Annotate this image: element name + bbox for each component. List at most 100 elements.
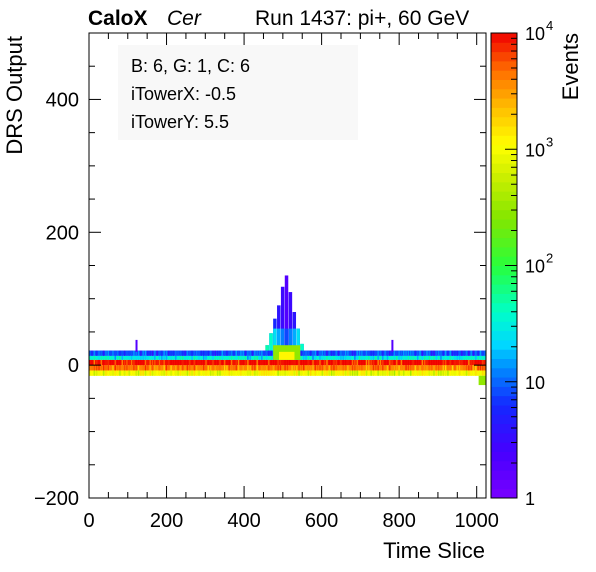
heatmap-cell (98, 359, 100, 366)
heatmap-cell (158, 365, 161, 371)
heatmap-cell (419, 359, 421, 366)
heatmap-cell (410, 365, 412, 371)
heatmap-cell (398, 355, 400, 360)
heatmap-cell (407, 355, 410, 360)
heatmap-cell (93, 359, 96, 366)
colorbar-step (491, 200, 517, 211)
heatmap-cell (307, 359, 310, 366)
heatmap-cell (484, 355, 486, 360)
heatmap-cell (261, 355, 263, 360)
colorbar-step (491, 377, 517, 387)
heatmap-cell (91, 359, 93, 366)
heatmap-cell (465, 350, 468, 356)
heatmap-cell (119, 370, 121, 376)
heatmap-cell (412, 365, 414, 371)
heatmap-cell (272, 359, 275, 366)
heatmap-cell (100, 355, 103, 360)
heatmap-cell (158, 350, 161, 356)
heatmap-cell (433, 359, 435, 366)
heatmap-cell (95, 359, 98, 366)
heatmap-cell (230, 359, 233, 366)
heatmap-cell (207, 370, 210, 376)
heatmap-cell (147, 350, 149, 356)
heatmap-cell (328, 355, 330, 360)
heatmap-cell (305, 370, 307, 376)
heatmap-cell (242, 359, 244, 366)
heatmap-cell (393, 350, 396, 356)
heatmap-cell (377, 359, 379, 366)
heatmap-cell (351, 355, 354, 360)
heatmap-cell (323, 359, 326, 366)
heatmap-cell (219, 350, 221, 356)
heatmap-cell (130, 355, 133, 360)
heatmap-cell (444, 355, 447, 360)
heatmap-cell (475, 359, 477, 366)
heatmap-cell (426, 370, 428, 376)
heatmap-cell (370, 365, 372, 371)
heatmap-cell (430, 370, 433, 376)
heatmap-cell (184, 355, 186, 360)
heatmap-cell (472, 370, 475, 376)
heatmap-cell (126, 355, 128, 360)
heatmap-cell (323, 365, 326, 371)
heatmap-cell (209, 370, 212, 376)
heatmap-cell (147, 365, 149, 371)
heatmap-cell (258, 359, 261, 366)
heatmap-cell (247, 365, 249, 371)
heatmap-cell (137, 370, 140, 376)
heatmap-cell (163, 359, 165, 366)
heatmap-cell (323, 350, 326, 356)
heatmap-cell (89, 350, 91, 356)
heatmap-cell (216, 365, 219, 371)
heatmap-cell (433, 365, 435, 371)
heatmap-cell (142, 359, 144, 366)
heatmap-cell (398, 365, 400, 371)
heatmap-cell (354, 359, 356, 366)
heatmap-cell (442, 365, 444, 371)
heatmap-cell (414, 365, 417, 371)
heatmap-cell (182, 350, 184, 356)
heatmap-cell (349, 350, 351, 356)
heatmap-cell (91, 355, 93, 360)
heatmap-cell (161, 365, 163, 371)
heatmap-cell (465, 365, 468, 371)
heatmap-cell (205, 365, 207, 371)
heatmap-cell (421, 350, 424, 356)
heatmap-cell (207, 365, 210, 371)
heatmap-cell (426, 365, 428, 371)
heatmap-cell (182, 359, 184, 366)
heatmap-cell (437, 365, 440, 371)
info-line-1: B: 6, G: 1, C: 6 (131, 56, 250, 76)
heatmap-cell (472, 350, 475, 356)
colorbar-step (491, 395, 517, 406)
heatmap-cell (300, 359, 303, 366)
heatmap-cell (212, 365, 214, 371)
heatmap-cell (323, 370, 326, 376)
heatmap-cell (328, 359, 330, 366)
heatmap-cell (468, 355, 470, 360)
heatmap-cell (149, 355, 151, 360)
z-tick-exponent: 2 (546, 251, 553, 266)
heatmap-cell (156, 350, 158, 356)
heatmap-cell (237, 359, 240, 366)
heatmap-cell (214, 370, 217, 376)
colorbar-step (491, 302, 517, 313)
heatmap-cell (133, 355, 135, 360)
heatmap-cell (112, 370, 114, 376)
heatmap-cell (223, 355, 226, 360)
heatmap-cell (242, 355, 244, 360)
heatmap-cell (149, 359, 151, 366)
heatmap-cell (326, 355, 328, 360)
heatmap-cell (440, 350, 442, 356)
heatmap-cell (351, 350, 354, 356)
heatmap-cell (361, 365, 363, 371)
heatmap-cell (319, 355, 321, 360)
heatmap-cell (230, 350, 233, 356)
heatmap-cell (437, 359, 440, 366)
heatmap-cell (430, 359, 433, 366)
heatmap-cell (270, 355, 272, 360)
heatmap-cell (437, 355, 440, 360)
heatmap-cell (391, 365, 393, 371)
heatmap-cell (428, 359, 431, 366)
heatmap-cell (221, 355, 223, 360)
